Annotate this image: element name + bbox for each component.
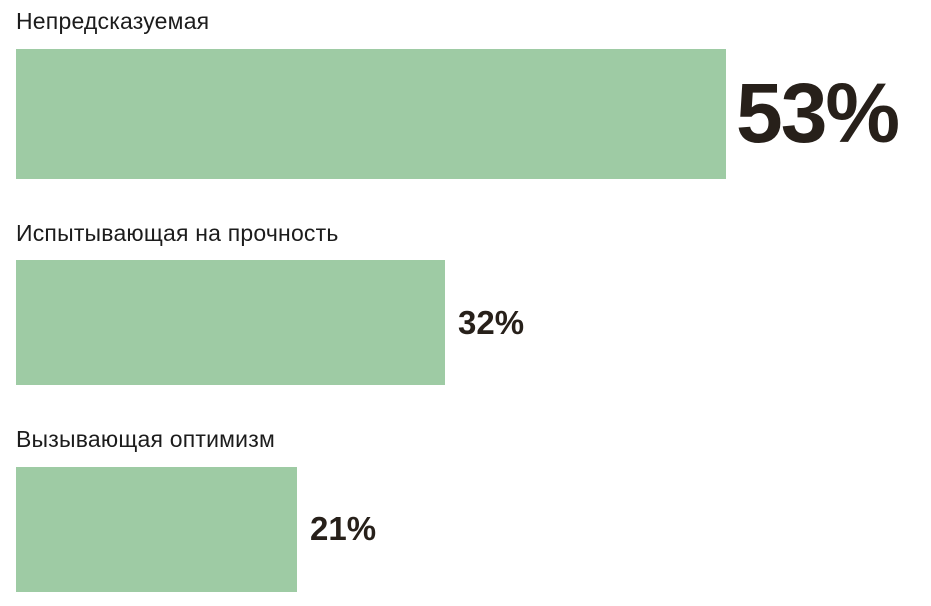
category-label: Испытывающая на прочность bbox=[16, 219, 339, 246]
value-label: 53% bbox=[736, 66, 900, 161]
bar-row: Непредсказуемая 53% bbox=[16, 8, 915, 179]
bar-row: Испытывающая на прочность 32% bbox=[16, 220, 915, 386]
bar bbox=[16, 48, 726, 179]
bar-line: 32% bbox=[16, 260, 915, 386]
category-label: Непредсказуемая bbox=[16, 8, 210, 34]
bar-row: Вызывающая оптимизм 21% bbox=[16, 426, 915, 592]
bar bbox=[16, 466, 297, 592]
category-label: Вызывающая оптимизм bbox=[16, 426, 275, 453]
value-label: 21% bbox=[310, 510, 377, 548]
bar bbox=[16, 260, 445, 386]
value-label: 32% bbox=[458, 303, 525, 341]
bar-line: 53% bbox=[16, 48, 915, 179]
bar-line: 21% bbox=[16, 466, 915, 592]
